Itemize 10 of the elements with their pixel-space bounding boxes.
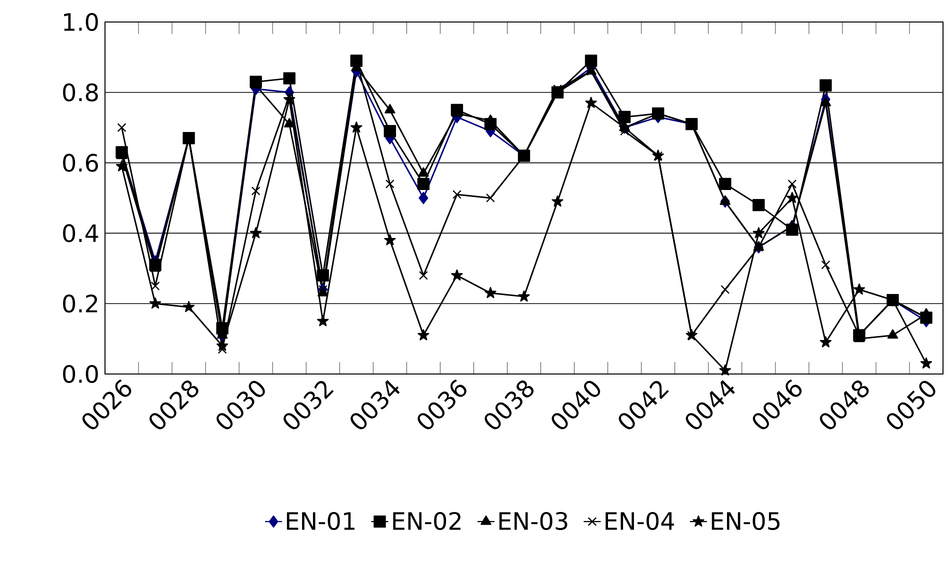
legend-label: EN-05 <box>712 512 780 530</box>
y-tick-label: 0.6 <box>63 154 98 172</box>
legend-label: EN-01 <box>286 512 354 530</box>
y-tick-label: 0.8 <box>63 83 98 102</box>
y-tick-label: 0.4 <box>63 224 98 242</box>
legend-label: EN-02 <box>393 512 460 530</box>
y-tick-label: 1.0 <box>64 12 98 32</box>
legend-label: EN-03 <box>499 512 568 530</box>
legend-label: EN-04 <box>606 512 674 530</box>
y-tick-label: 0.2 <box>63 294 98 313</box>
